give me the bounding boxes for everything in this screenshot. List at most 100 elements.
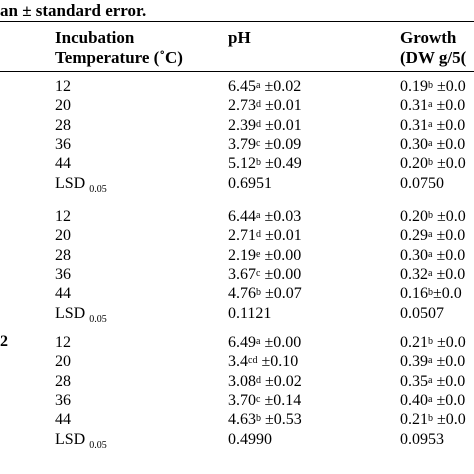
growth-letter: a — [428, 374, 433, 386]
lsd-label: LSD — [55, 430, 86, 448]
growth-error: ±0.0 — [432, 246, 466, 264]
ph-cell: 6.45a ±0.02 — [228, 78, 301, 96]
temperature-cell: 36 — [55, 391, 71, 409]
ph-error: ±0.09 — [260, 135, 302, 153]
temperature-cell: 12 — [55, 78, 71, 95]
ph-error: ±0.10 — [257, 353, 299, 371]
ph-error: ±0.00 — [260, 246, 302, 264]
growth-mean: 0.19 — [400, 78, 428, 95]
growth-letter: a — [428, 248, 433, 260]
ph-cell: 2.19e ±0.00 — [228, 247, 301, 265]
growth-letter: b — [428, 336, 433, 347]
growth-mean: 0.16 — [400, 285, 428, 303]
ph-cell: 4.63b ±0.53 — [228, 411, 302, 429]
lsd-subscript: 0.05 — [89, 313, 107, 325]
temperature-cell: 20 — [55, 97, 71, 115]
growth-error: ±0.0 — [432, 135, 466, 153]
ph-letter: a — [256, 210, 261, 221]
lsd-label: LSD — [55, 304, 86, 322]
lsd-label-cell: LSD 0.05 — [55, 175, 107, 199]
growth-cell: 0.20b ±0.0 — [400, 155, 466, 173]
ph-cell: 4.76b ±0.07 — [228, 285, 302, 303]
growth-error: ±0.0 — [432, 265, 466, 283]
lsd-subscript: 0.05 — [89, 183, 107, 195]
ph-letter: c — [256, 393, 261, 405]
ph-cell: 3.70c ±0.14 — [228, 392, 301, 410]
growth-mean: 0.31 — [400, 116, 428, 134]
ph-mean: 2.39 — [228, 116, 256, 134]
growth-mean: 0.21 — [400, 411, 428, 429]
ph-mean: 3.67 — [228, 265, 256, 283]
header-temperature-line2: Temperature (˚C) — [55, 48, 183, 67]
ph-mean: 6.45 — [228, 78, 256, 95]
growth-cell: 0.29a ±0.0 — [400, 227, 465, 245]
growth-error: ±0.0 — [432, 227, 466, 245]
growth-cell: 0.30a ±0.0 — [400, 247, 465, 265]
lsd-growth-value: 0.0507 — [400, 304, 444, 322]
growth-cell: 0.39a ±0.0 — [400, 353, 465, 371]
ph-error: ±0.02 — [261, 372, 302, 390]
growth-error: ±0.0 — [433, 411, 466, 429]
ph-letter: b — [256, 287, 261, 299]
temperature-cell: 20 — [55, 227, 71, 245]
growth-letter: b — [428, 287, 433, 299]
temperature-cell: 20 — [55, 353, 71, 371]
temperature-cell: 36 — [55, 265, 71, 283]
growth-mean: 0.32 — [400, 265, 428, 283]
header-growth-line2: (DW g/5( — [400, 48, 467, 67]
growth-error: ±0.0 — [432, 372, 466, 390]
growth-cell: 0.21b ±0.0 — [400, 411, 466, 429]
growth-mean: 0.20 — [400, 155, 428, 173]
growth-cell: 0.16b±0.0 — [400, 285, 462, 303]
ph-mean: 3.70 — [228, 391, 256, 409]
lsd-label-cell: LSD 0.05 — [55, 431, 107, 455]
growth-cell: 0.31a ±0.0 — [400, 117, 465, 135]
growth-error: ±0.0 — [433, 155, 466, 173]
ph-cell: 3.4cd ±0.10 — [228, 353, 298, 371]
ph-error: ±0.14 — [260, 391, 302, 409]
ph-error: ±0.01 — [261, 227, 302, 245]
ph-mean: 3.79 — [228, 135, 256, 153]
ph-error: ±0.01 — [261, 116, 302, 134]
ph-mean: 3.4 — [228, 353, 248, 371]
ph-letter: d — [256, 118, 261, 130]
ph-mean: 6.49 — [228, 334, 256, 351]
growth-error: ±0.0 — [432, 116, 466, 134]
lsd-subscript: 0.05 — [89, 439, 107, 451]
header-temperature-line1: Incubation — [55, 28, 135, 47]
growth-letter: a — [428, 393, 433, 405]
lsd-label: LSD — [55, 174, 86, 192]
ph-error: ±0.00 — [260, 265, 302, 283]
ph-letter: cd — [248, 355, 258, 367]
growth-letter: b — [428, 80, 433, 91]
ph-letter: b — [256, 157, 261, 169]
ph-letter: c — [256, 137, 261, 149]
lsd-ph-value: 0.1121 — [228, 304, 272, 322]
growth-letter: a — [428, 99, 433, 111]
ph-mean: 4.63 — [228, 411, 256, 429]
ph-mean: 4.76 — [228, 285, 256, 303]
growth-mean: 0.20 — [400, 208, 428, 225]
growth-letter: a — [428, 355, 433, 367]
temperature-cell: 28 — [55, 116, 71, 134]
growth-letter: a — [428, 118, 433, 130]
ph-error: ±0.02 — [260, 78, 302, 95]
ph-mean: 3.08 — [228, 372, 256, 390]
header-ph: pH — [228, 28, 251, 47]
temperature-cell: 36 — [55, 135, 71, 153]
ph-error: ±0.03 — [260, 208, 302, 225]
ph-error: ±0.07 — [261, 285, 302, 303]
ph-cell: 3.79c ±0.09 — [228, 136, 301, 154]
ph-mean: 2.73 — [228, 97, 256, 115]
ph-letter: a — [256, 80, 261, 91]
ph-letter: d — [256, 99, 261, 111]
ph-cell: 2.73d ±0.01 — [228, 97, 302, 115]
growth-mean: 0.30 — [400, 135, 428, 153]
growth-error: ±0.0 — [433, 285, 462, 303]
ph-letter: d — [256, 229, 261, 241]
header-growth-line1: Growth — [400, 28, 457, 47]
growth-letter: b — [428, 210, 433, 221]
ph-cell: 6.44a ±0.03 — [228, 208, 301, 226]
lsd-growth-value: 0.0953 — [400, 430, 444, 448]
growth-cell: 0.40a ±0.0 — [400, 392, 465, 410]
